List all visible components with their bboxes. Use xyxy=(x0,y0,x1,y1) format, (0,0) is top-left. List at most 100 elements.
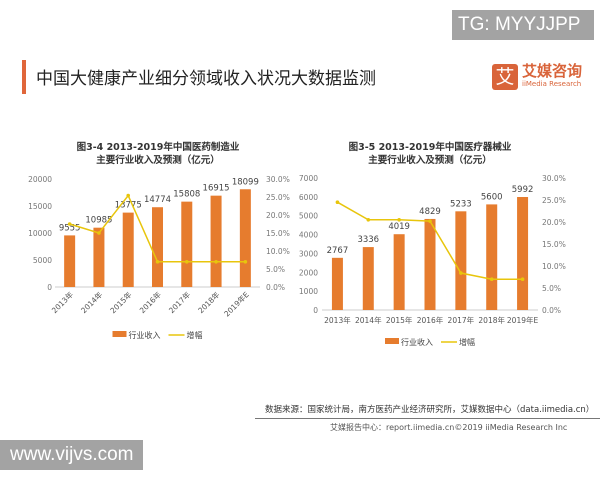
bar-value-label: 13775 xyxy=(115,201,142,211)
x-tick-label: 2013年 xyxy=(49,289,75,315)
title-accent-bar xyxy=(22,60,26,94)
bar xyxy=(486,204,498,310)
y-tick-left: 1000 xyxy=(299,287,318,296)
bar xyxy=(93,227,105,287)
x-tick-label: 2018年 xyxy=(196,289,222,315)
bar-value-label: 15808 xyxy=(173,190,200,200)
chart-title: 主要行业收入及预测（亿元） xyxy=(368,154,492,166)
watermark-top: TG: MYYJJPP xyxy=(452,10,594,40)
y-tick-left: 2000 xyxy=(299,268,318,277)
y-tick-right: 25.0% xyxy=(542,196,566,205)
growth-point xyxy=(489,277,494,282)
x-tick-label: 2019年E xyxy=(222,289,251,318)
bar-value-label: 18099 xyxy=(232,177,259,187)
growth-point xyxy=(184,260,189,264)
growth-point xyxy=(97,231,101,235)
bar-value-label: 4829 xyxy=(419,207,441,217)
bar xyxy=(152,207,163,287)
y-tick-right: 30.0% xyxy=(266,175,290,184)
x-tick-label: 2014年 xyxy=(78,289,104,315)
watermark-bottom: www.vijvs.com xyxy=(0,440,143,470)
x-tick-label: 2019年E xyxy=(507,315,539,325)
y-tick-right: 5.0% xyxy=(542,284,561,293)
y-tick-left: 0 xyxy=(47,283,52,292)
x-tick-label: 2013年 xyxy=(324,315,351,325)
bar-value-label: 3336 xyxy=(357,235,379,245)
bar xyxy=(455,211,467,310)
bar-value-label: 16915 xyxy=(203,184,230,194)
y-tick-left: 6000 xyxy=(299,193,318,202)
y-tick-right: 30.0% xyxy=(542,174,566,183)
x-tick-label: 2017年 xyxy=(448,315,475,325)
bar xyxy=(181,201,193,287)
growth-point xyxy=(428,219,432,223)
bar xyxy=(210,195,222,287)
y-tick-left: 4000 xyxy=(299,231,318,240)
bar xyxy=(331,257,343,310)
y-tick-right: 0.0% xyxy=(266,283,285,292)
divider xyxy=(255,418,600,419)
y-tick-left: 0 xyxy=(313,306,318,315)
page-title: 中国大健康产业细分领域收入状况大数据监测 xyxy=(36,69,376,89)
legend-bar-label: 行业收入 xyxy=(401,337,433,347)
growth-point xyxy=(459,271,463,275)
bar xyxy=(517,197,529,310)
growth-point xyxy=(335,200,340,204)
legend-line-label: 增幅 xyxy=(187,330,203,340)
growth-point xyxy=(243,260,248,264)
y-tick-right: 0.0% xyxy=(542,306,561,315)
logo-subtext: iiMedia Research xyxy=(522,80,582,88)
growth-point xyxy=(397,218,401,222)
footer-credit: 艾媒报告中心：report.iimedia.cn©2019 iiMedia Re… xyxy=(330,423,568,432)
bar-value-label: 10985 xyxy=(85,216,112,226)
bar xyxy=(64,235,76,287)
x-tick-label: 2017年 xyxy=(166,289,192,315)
y-tick-left: 3000 xyxy=(299,249,318,258)
bar xyxy=(122,212,134,287)
chart-title: 图3-5 2013-2019年中国医疗器械业 xyxy=(349,141,512,153)
chart-title: 主要行业收入及预测（亿元） xyxy=(96,154,220,166)
logo-text: 艾媒咨询 xyxy=(522,62,583,80)
x-tick-label: 2016年 xyxy=(417,315,444,325)
bar-value-label: 5233 xyxy=(450,199,472,209)
growth-point xyxy=(126,193,131,198)
growth-point xyxy=(366,218,371,222)
legend-bar-label: 行业收入 xyxy=(129,330,161,340)
y-tick-left: 5000 xyxy=(299,212,318,221)
y-tick-left: 15000 xyxy=(28,202,52,211)
y-tick-right: 10.0% xyxy=(266,247,290,256)
bar-value-label: 9555 xyxy=(59,223,81,233)
logo-icon: 艾 xyxy=(492,64,518,90)
chart-title: 图3-4 2013-2019年中国医药制造业 xyxy=(77,141,240,153)
growth-point xyxy=(214,260,218,264)
bar xyxy=(239,189,251,287)
y-tick-right: 20.0% xyxy=(266,211,290,220)
bar-value-label: 5992 xyxy=(512,185,534,195)
bar xyxy=(424,218,436,310)
x-tick-label: 2014年 xyxy=(355,315,382,325)
growth-point xyxy=(155,260,160,264)
y-tick-left: 10000 xyxy=(28,229,52,238)
y-tick-right: 5.0% xyxy=(266,265,285,274)
y-tick-right: 15.0% xyxy=(542,240,566,249)
y-tick-right: 10.0% xyxy=(542,262,566,271)
legend-bar-swatch xyxy=(385,338,399,344)
y-tick-right: 25.0% xyxy=(266,193,290,202)
growth-point xyxy=(520,277,525,282)
growth-point xyxy=(67,222,72,226)
y-tick-right: 20.0% xyxy=(542,218,566,227)
y-tick-right: 15.0% xyxy=(266,229,290,238)
y-tick-left: 5000 xyxy=(33,256,52,265)
bar-value-label: 14774 xyxy=(144,195,171,205)
y-tick-left: 20000 xyxy=(28,175,52,184)
bar-value-label: 5600 xyxy=(481,192,503,202)
x-tick-label: 2016年 xyxy=(137,289,163,315)
x-tick-label: 2018年 xyxy=(478,315,505,325)
bar-value-label: 4019 xyxy=(388,222,410,232)
y-tick-left: 7000 xyxy=(299,174,318,183)
x-tick-label: 2015年 xyxy=(108,289,134,315)
bar xyxy=(362,247,374,310)
legend-bar-swatch xyxy=(112,331,127,337)
legend-line-label: 增幅 xyxy=(459,337,475,347)
